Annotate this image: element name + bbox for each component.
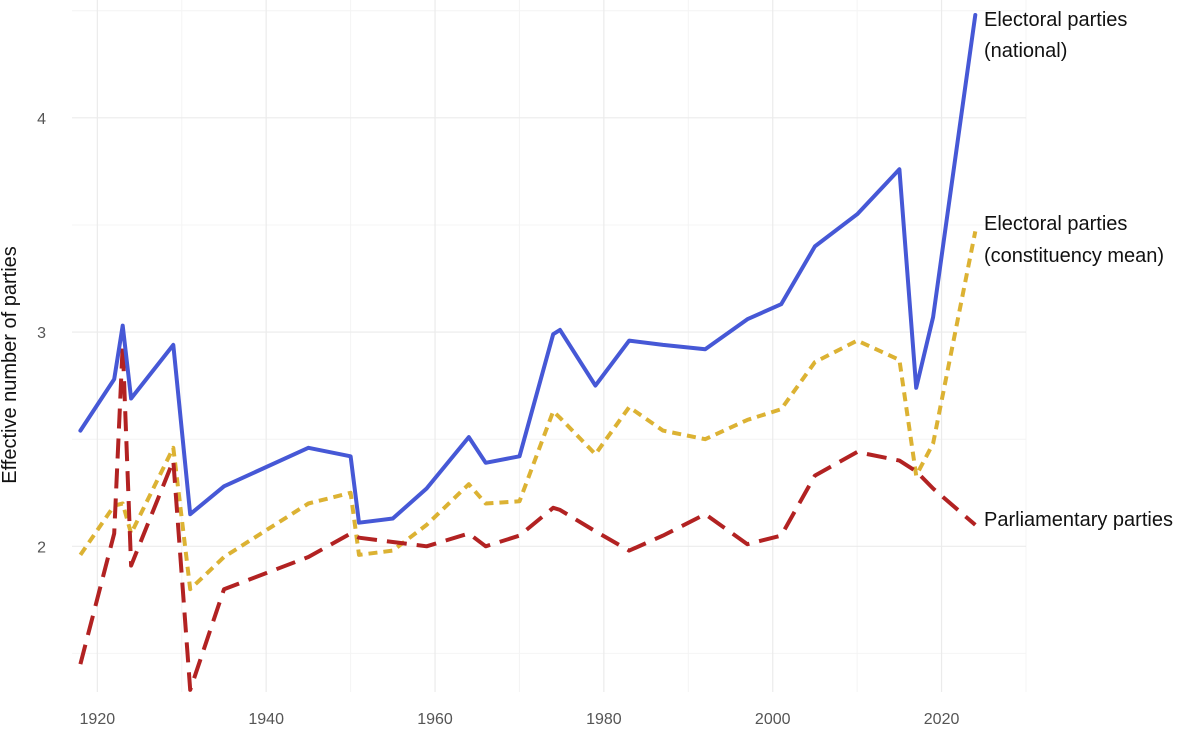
series-lines bbox=[78, 13, 978, 692]
series-label: (national) bbox=[984, 40, 1067, 62]
series-label: Electoral parties bbox=[984, 9, 1127, 31]
y-axis-title: Effective number of parties bbox=[0, 246, 21, 484]
series-label: Electoral parties bbox=[984, 213, 1127, 235]
x-axis-ticks: 1920 1940 1960 1980 2000 2020 bbox=[80, 711, 960, 728]
y-tick-label: 3 bbox=[37, 325, 46, 342]
series-line-solid bbox=[78, 13, 978, 525]
x-tick-label: 1940 bbox=[248, 711, 284, 728]
x-tick-label: 1960 bbox=[417, 711, 453, 728]
gridlines bbox=[72, 0, 1027, 692]
x-tick-label: 2020 bbox=[924, 711, 960, 728]
series-label: (constituency mean) bbox=[984, 245, 1164, 267]
y-axis-ticks: 2 3 4 bbox=[37, 111, 46, 556]
x-tick-label: 2000 bbox=[755, 711, 791, 728]
y-tick-label: 2 bbox=[37, 539, 46, 556]
series-labels: Electoral parties (national) Electoral par… bbox=[984, 9, 1173, 531]
series-line-dashed bbox=[78, 342, 977, 692]
x-tick-label: 1980 bbox=[586, 711, 622, 728]
series-line-dotted bbox=[78, 231, 978, 592]
x-tick-label: 1920 bbox=[80, 711, 116, 728]
y-tick-label: 4 bbox=[37, 111, 46, 128]
series-label: Parliamentary parties bbox=[984, 509, 1173, 531]
